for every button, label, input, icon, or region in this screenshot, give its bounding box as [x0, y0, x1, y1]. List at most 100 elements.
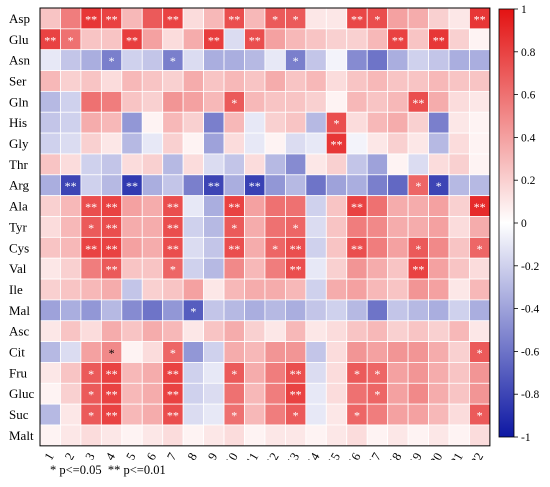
heatmap-cell	[325, 341, 348, 363]
heatmap-cell	[203, 49, 225, 71]
significance-mark: **	[228, 12, 240, 26]
significance-mark: *	[170, 346, 176, 360]
heatmap-cells	[39, 7, 491, 447]
heatmap-cell	[121, 341, 143, 363]
column-label: 21	[447, 450, 465, 460]
column-label: 11	[243, 450, 261, 460]
heatmap-cell	[407, 132, 429, 155]
heatmap-cell	[346, 382, 368, 405]
heatmap-cell	[346, 174, 368, 197]
heatmap-cell	[162, 174, 184, 197]
heatmap-cell	[121, 7, 143, 30]
heatmap-cell	[223, 257, 245, 280]
heatmap-cell	[264, 153, 286, 176]
heatmap-cell	[141, 424, 164, 447]
significance-mark: **	[351, 12, 363, 26]
heatmap-cell	[182, 28, 204, 51]
heatmap-cell	[182, 320, 204, 343]
heatmap-cell	[387, 132, 409, 155]
heatmap-cell	[387, 299, 409, 322]
heatmap-cell	[244, 70, 266, 92]
heatmap-cell	[223, 424, 245, 447]
column-label: 7	[164, 450, 179, 460]
significance-mark: **	[106, 409, 118, 423]
heatmap-cell	[244, 257, 266, 280]
significance-mark: **	[126, 33, 138, 47]
column-label: 5	[123, 450, 138, 460]
significance-mark: **	[351, 242, 363, 256]
heatmap-cell	[244, 236, 266, 259]
heatmap-cell	[121, 195, 143, 217]
heatmap-cell	[182, 195, 204, 217]
heatmap-cell	[121, 70, 143, 92]
heatmap-cell	[407, 299, 429, 322]
heatmap-cell	[121, 216, 143, 238]
heatmap-cell	[182, 278, 204, 301]
colorbar-tick-label: -0.2	[521, 261, 539, 273]
heatmap-cell	[366, 424, 389, 447]
heatmap-cell	[121, 299, 143, 322]
heatmap-cell	[39, 278, 61, 301]
heatmap-cell	[305, 91, 327, 113]
heatmap-cell	[448, 70, 470, 92]
heatmap-cell	[366, 216, 389, 238]
heatmap-cell	[182, 382, 204, 405]
heatmap-cell	[141, 7, 164, 30]
heatmap-cell	[428, 320, 450, 343]
heatmap-cell	[448, 153, 470, 176]
heatmap-cell	[244, 216, 266, 238]
heatmap-cell	[39, 320, 61, 343]
heatmap-cell	[162, 70, 184, 92]
heatmap-cell	[469, 153, 491, 176]
heatmap-cell	[264, 49, 286, 71]
significance-mark: *	[88, 367, 94, 381]
heatmap-cell	[39, 299, 61, 322]
row-label: Gluc	[9, 386, 35, 401]
heatmap-cell	[428, 91, 450, 113]
heatmap-cell	[428, 216, 450, 238]
significance-mark: **	[351, 200, 363, 214]
heatmap-cell	[244, 111, 266, 134]
colorbar-tick-label: 1	[521, 4, 527, 16]
heatmap-cell	[141, 132, 164, 155]
heatmap-cell	[305, 320, 327, 343]
heatmap-cell	[325, 257, 348, 280]
significance-mark: *	[374, 367, 380, 381]
heatmap-cell	[428, 424, 450, 447]
column-label: 8	[185, 450, 200, 460]
significance-mark: **	[106, 263, 118, 277]
heatmap-cell	[387, 195, 409, 217]
heatmap-cell	[407, 111, 429, 134]
row-label: Ala	[9, 199, 28, 214]
heatmap-cell	[284, 341, 307, 363]
column-label: 13	[284, 450, 302, 460]
column-label: 14	[304, 450, 323, 460]
heatmap-cell	[182, 341, 204, 363]
heatmap-cell	[244, 278, 266, 301]
heatmap-cell	[346, 91, 368, 113]
column-label: 20	[427, 450, 445, 460]
column-label: 19	[407, 450, 425, 460]
heatmap-cell	[244, 195, 266, 217]
heatmap-cell	[284, 153, 307, 176]
heatmap-cell	[428, 299, 450, 322]
column-label: 9	[205, 450, 220, 460]
heatmap-cell	[39, 236, 61, 259]
plot-frame	[39, 7, 491, 447]
heatmap-cell	[39, 49, 61, 71]
heatmap-cell	[428, 403, 450, 426]
row-label: Asc	[9, 324, 29, 339]
heatmap-cell	[39, 7, 61, 30]
significance-mark: **	[85, 242, 97, 256]
heatmap-cell	[305, 174, 327, 197]
significance-mark: *	[374, 388, 380, 402]
heatmap-cell	[141, 28, 164, 51]
significance-mark: **	[65, 179, 77, 193]
heatmap-cell	[223, 70, 245, 92]
heatmap-cell	[448, 216, 470, 238]
heatmap-cell	[325, 382, 348, 405]
heatmap-cell	[325, 153, 348, 176]
significance-mark: *	[231, 409, 237, 423]
heatmap-cell	[141, 362, 164, 384]
heatmap-cell	[80, 28, 102, 51]
